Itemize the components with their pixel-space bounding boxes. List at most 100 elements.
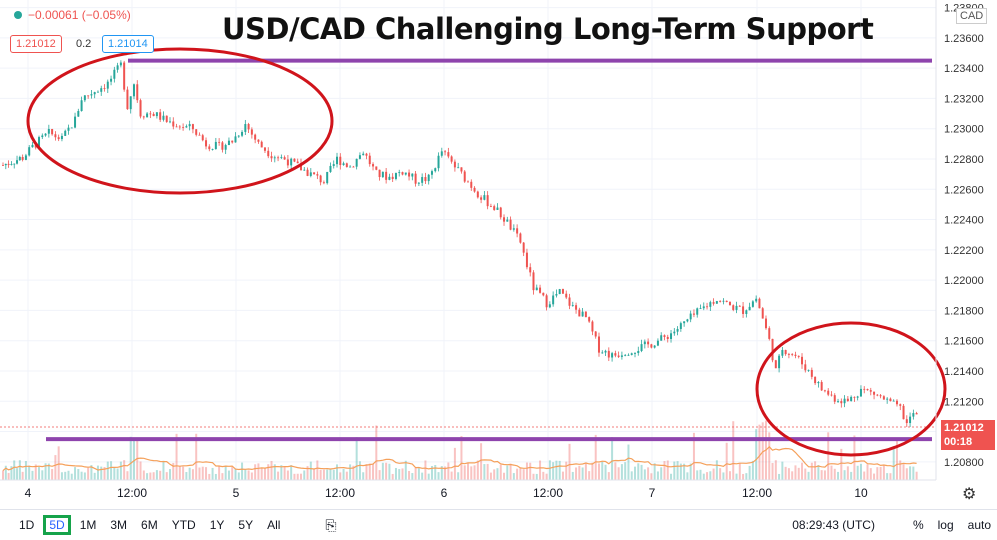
candle-body — [368, 155, 371, 165]
volume-bar — [725, 442, 728, 480]
candle-body — [712, 302, 715, 304]
candle-body — [620, 355, 623, 357]
timeframe-button-5d[interactable]: 5D — [43, 515, 71, 535]
volume-bar — [408, 470, 411, 480]
time-tick-label: 7 — [649, 486, 656, 500]
volume-bar — [843, 470, 846, 480]
volume-bar — [571, 471, 574, 480]
candle-body — [591, 321, 594, 332]
candle-body — [804, 364, 807, 371]
volume-bar — [768, 432, 771, 480]
volume-bar — [624, 462, 627, 480]
clock: 08:29:43 (UTC) — [792, 518, 875, 532]
volume-bar — [869, 468, 872, 480]
candle-body — [398, 172, 401, 174]
volume-bar — [83, 472, 86, 480]
candle-body — [159, 112, 162, 120]
percent-scale-button[interactable]: % — [912, 518, 924, 532]
volume-bar — [712, 468, 715, 480]
volume-bar — [480, 443, 483, 480]
candle-body — [453, 161, 456, 168]
volume-bar — [781, 461, 784, 480]
price-tick-label: 1.23000 — [944, 124, 984, 136]
timeframe-button-all[interactable]: All — [267, 518, 281, 532]
candle-body — [575, 305, 578, 310]
volume-bar — [660, 467, 663, 480]
candle-body — [601, 352, 604, 354]
volume-bar — [476, 460, 479, 480]
volume-bar — [4, 465, 7, 480]
candle-body — [247, 124, 250, 130]
volume-bar — [706, 472, 709, 480]
timeframe-button-1m[interactable]: 1M — [79, 518, 97, 532]
candle-body — [214, 141, 217, 150]
bottom-toolbar: 1D 5D 1M 3M 6M YTD 1Y 5Y All ⎘ 08:29:43 (UTC) % … — [0, 509, 997, 540]
volume-bar — [506, 465, 509, 480]
candle-body — [561, 289, 564, 294]
timeframe-button-3m[interactable]: 3M — [110, 518, 128, 532]
volume-bar — [784, 466, 787, 480]
volume-bar — [100, 466, 103, 480]
volume-bar — [909, 466, 912, 480]
timeframe-button-5y[interactable]: 5Y — [238, 518, 254, 532]
candle-body — [846, 398, 849, 401]
volume-bar — [280, 465, 283, 480]
price-change: −0.00061 (−0.05%) — [28, 8, 131, 22]
candle-body — [417, 182, 420, 184]
candle-body — [480, 197, 483, 200]
volume-bar — [516, 468, 519, 480]
candle-body — [430, 171, 433, 175]
compare-icon[interactable]: ⎘ — [325, 516, 337, 533]
candle-body — [345, 163, 348, 168]
buy-price-button[interactable]: 1.21014 — [102, 35, 154, 53]
sell-price-button[interactable]: 1.21012 — [10, 35, 62, 53]
volume-bar — [60, 472, 63, 480]
candle-body — [742, 306, 745, 314]
price-tick-label: 1.22000 — [944, 275, 984, 287]
volume-bar — [512, 473, 515, 480]
volume-bar — [604, 464, 607, 480]
price-tick-label: 1.21800 — [944, 305, 984, 317]
volume-bar — [257, 463, 260, 480]
volume-bar — [611, 437, 614, 480]
timeframe-button-ytd[interactable]: YTD — [171, 518, 196, 532]
volume-bar — [778, 473, 781, 480]
candle-body — [467, 181, 469, 183]
volume-bar — [679, 463, 682, 480]
settings-gear-icon[interactable]: ⚙ — [962, 486, 977, 503]
candle-body — [457, 167, 460, 169]
candle-body — [748, 306, 751, 311]
candle-body — [440, 151, 443, 156]
candle-body — [381, 171, 384, 178]
volume-bar — [722, 472, 725, 480]
volume-bar — [814, 461, 817, 480]
auto-scale-button[interactable]: auto — [967, 518, 991, 532]
candle-body — [391, 176, 394, 179]
candle-body — [725, 300, 728, 303]
volume-bar — [336, 464, 339, 480]
candle-body — [296, 161, 299, 164]
price-chart[interactable]: 1.238001.236001.234001.232001.230001.228… — [0, 0, 997, 509]
timeframe-button-1y[interactable]: 1Y — [209, 518, 225, 532]
candle-body — [696, 308, 699, 315]
candle-body — [280, 157, 283, 158]
candle-body — [404, 172, 407, 175]
candle-body — [152, 113, 155, 117]
volume-bar — [535, 473, 538, 480]
candle-body — [486, 195, 489, 207]
candle-body — [853, 396, 856, 398]
candle-body — [548, 304, 551, 308]
candle-body — [365, 153, 368, 156]
volume-bar — [584, 462, 587, 480]
candle-body — [96, 91, 99, 93]
volume-bar — [820, 470, 823, 480]
candle-body — [437, 155, 440, 169]
candle-body — [801, 356, 804, 365]
annotation-circle-right — [755, 321, 947, 457]
candle-body — [771, 338, 774, 361]
candle-body — [552, 295, 555, 305]
timeframe-button-6m[interactable]: 6M — [141, 518, 158, 532]
volume-bar — [774, 460, 777, 480]
timeframe-button-1d[interactable]: 1D — [19, 518, 35, 532]
log-scale-button[interactable]: log — [937, 518, 954, 532]
